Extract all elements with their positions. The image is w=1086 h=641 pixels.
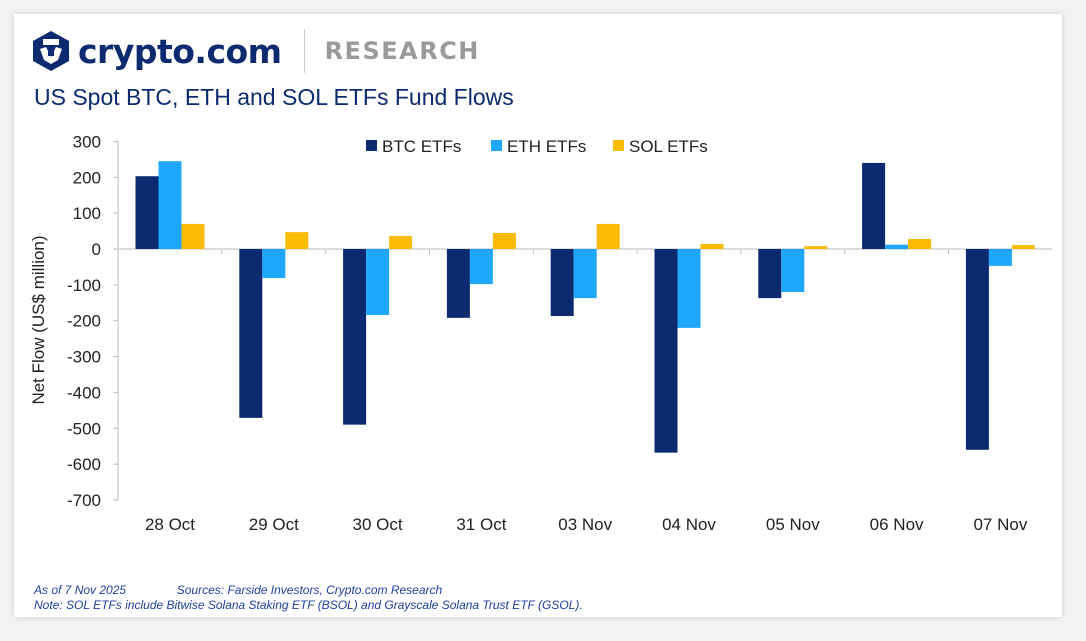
bar-btc [446, 249, 470, 318]
bar-eth [262, 249, 286, 279]
y-tick-label: 200 [73, 168, 101, 187]
bar-btc [239, 249, 263, 418]
y-axis-label: Net Flow (US$ million) [29, 235, 48, 404]
bar-eth [573, 249, 597, 299]
y-tick-label: -200 [67, 312, 101, 331]
bar-sol [804, 246, 828, 249]
x-tick-label: 31 Oct [456, 515, 506, 534]
bar-sol [285, 232, 309, 249]
bar-btc [654, 249, 678, 453]
x-tick-label: 06 Nov [870, 515, 924, 534]
x-tick-label: 30 Oct [353, 515, 403, 534]
bar-sol [492, 232, 516, 249]
as-of-date: As of 7 Nov 2025 [34, 583, 127, 597]
bar-btc [758, 249, 782, 299]
logo-divider [303, 29, 305, 73]
bar-eth [677, 249, 701, 328]
bar-eth [469, 249, 493, 285]
x-tick-label: 28 Oct [145, 515, 195, 534]
section-label: RESEARCH [324, 37, 480, 65]
bar-sol [389, 236, 413, 249]
bar-eth [988, 249, 1012, 266]
footer-line-1: As of 7 Nov 2025 Sources: Farside Invest… [34, 583, 442, 597]
bar-sol [1011, 245, 1035, 249]
x-tick-label: 04 Nov [662, 515, 716, 534]
y-tick-label: -700 [67, 491, 101, 510]
x-tick-label: 29 Oct [249, 515, 299, 534]
sources: Sources: Farside Investors, Crypto.com R… [176, 583, 443, 597]
bar-btc [862, 162, 886, 249]
y-tick-label: -100 [67, 276, 101, 295]
y-tick-label: -300 [67, 348, 101, 367]
legend-swatch [491, 140, 502, 151]
y-tick-label: 100 [73, 204, 101, 223]
legend-label: SOL ETFs [629, 137, 708, 156]
legend-label: BTC ETFs [382, 137, 461, 156]
y-tick-label: -500 [67, 419, 101, 438]
y-tick-label: 300 [73, 132, 101, 151]
chart-card [14, 14, 1062, 617]
bar-btc [965, 249, 989, 450]
y-tick-label: -400 [67, 383, 101, 402]
bar-btc [135, 176, 159, 249]
bar-btc [550, 249, 574, 317]
brand-name: crypto.com [78, 31, 282, 71]
legend-swatch [366, 140, 377, 151]
footnote: Note: SOL ETFs include Bitwise Solana St… [34, 598, 583, 612]
bar-eth [158, 161, 182, 249]
logo: crypto.com RESEARCH [32, 29, 480, 73]
y-tick-label: -600 [67, 455, 101, 474]
legend-label: ETH ETFs [507, 137, 586, 156]
x-tick-label: 03 Nov [558, 515, 612, 534]
bar-sol [181, 223, 205, 249]
bar-eth [885, 244, 909, 249]
y-tick-label: 0 [92, 240, 101, 259]
bar-sol [700, 243, 724, 249]
bar-eth [366, 249, 390, 315]
x-tick-label: 07 Nov [973, 515, 1027, 534]
bar-eth [781, 249, 805, 293]
legend-swatch [613, 140, 624, 151]
bar-sol [908, 238, 932, 249]
chart-title: US Spot BTC, ETH and SOL ETFs Fund Flows [34, 84, 514, 110]
crypto-com-logo-icon [33, 31, 69, 71]
bar-btc [343, 249, 367, 425]
x-tick-label: 05 Nov [766, 515, 820, 534]
bar-sol [596, 223, 620, 249]
